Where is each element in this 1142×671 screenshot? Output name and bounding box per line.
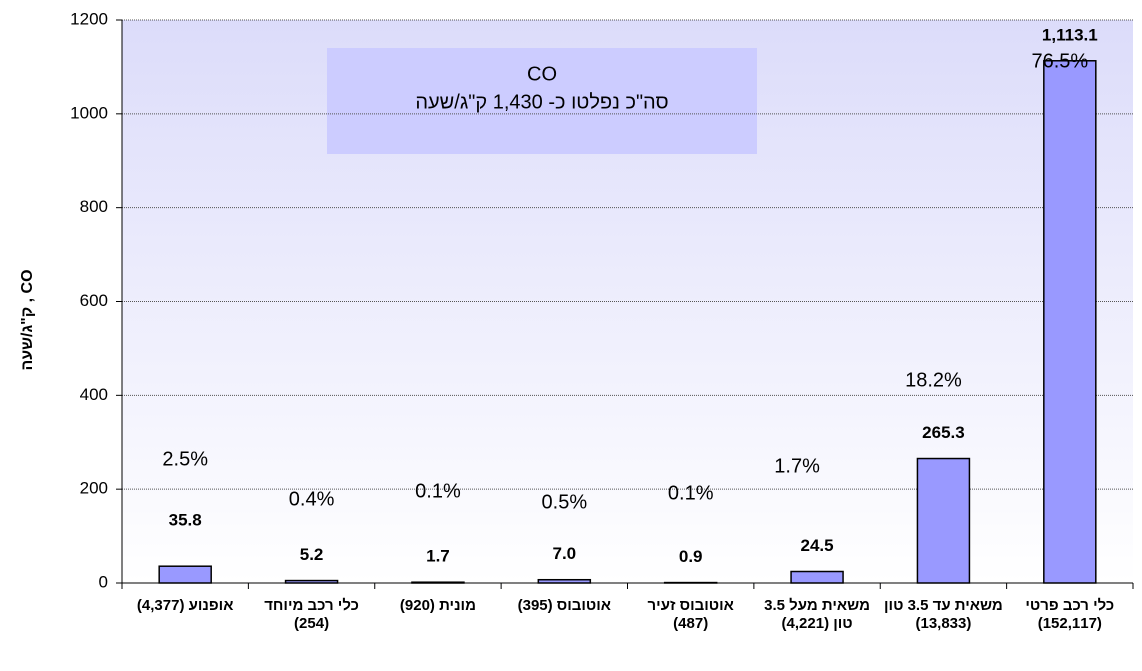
percent-annotation: 76.5% — [1031, 50, 1088, 72]
y-axis-label: CO , ק"ג/שעה — [19, 269, 36, 370]
percent-annotation: 18.2% — [905, 369, 962, 391]
y-tick-label: 0 — [99, 572, 108, 591]
y-tick-label: 400 — [80, 385, 108, 404]
value-label: 0.9 — [679, 547, 703, 566]
x-tick-label: מונית (920) — [399, 597, 476, 614]
y-tick-label: 1000 — [70, 103, 108, 122]
value-label: 5.2 — [300, 545, 324, 564]
bar — [916, 457, 971, 584]
percent-annotation: 0.4% — [289, 488, 335, 510]
percent-annotation: 1.7% — [774, 455, 820, 477]
value-label: 24.5 — [801, 536, 834, 555]
y-tick-label: 1200 — [70, 9, 108, 28]
bar — [1043, 60, 1097, 584]
value-label: 1.7 — [426, 547, 450, 566]
bar — [790, 570, 844, 584]
y-tick-label: 800 — [80, 197, 108, 216]
value-label: 265.3 — [922, 423, 965, 442]
y-tick-label: 200 — [80, 479, 108, 498]
value-label: 1,113.1 — [1042, 25, 1098, 44]
title-box — [327, 48, 757, 154]
x-tick-label: אופנוע (4,377) — [136, 597, 234, 614]
value-label: 35.8 — [169, 511, 202, 530]
percent-annotation: 2.5% — [162, 448, 208, 470]
bar — [284, 579, 339, 584]
x-tick-label: משאית מעל 3.5 טון (4,221) — [764, 597, 870, 632]
bar — [411, 581, 465, 584]
percent-annotation: 0.1% — [668, 482, 714, 504]
x-tick-label: כלי רכב מיוחד (254) — [264, 597, 359, 632]
chart-title: CO — [527, 63, 557, 85]
chart-subtitle: סה"כ נפלטו כ- 1,430 ק"ג/שעה — [415, 91, 668, 113]
percent-annotation: 0.5% — [542, 491, 588, 513]
y-tick-label: 600 — [80, 291, 108, 310]
x-tick-label: משאית עד 3.5 טון (13,833) — [884, 597, 1003, 632]
bar — [158, 565, 212, 584]
bar — [537, 578, 592, 584]
x-tick-label: אוטובוס (395) — [517, 597, 612, 614]
x-tick-label: אוטובוס זעיר (487) — [647, 597, 734, 632]
x-tick-label: כלי רכב פרטי (152,117) — [1025, 597, 1115, 632]
value-label: 7.0 — [552, 544, 576, 563]
percent-annotation: 0.1% — [415, 480, 461, 502]
